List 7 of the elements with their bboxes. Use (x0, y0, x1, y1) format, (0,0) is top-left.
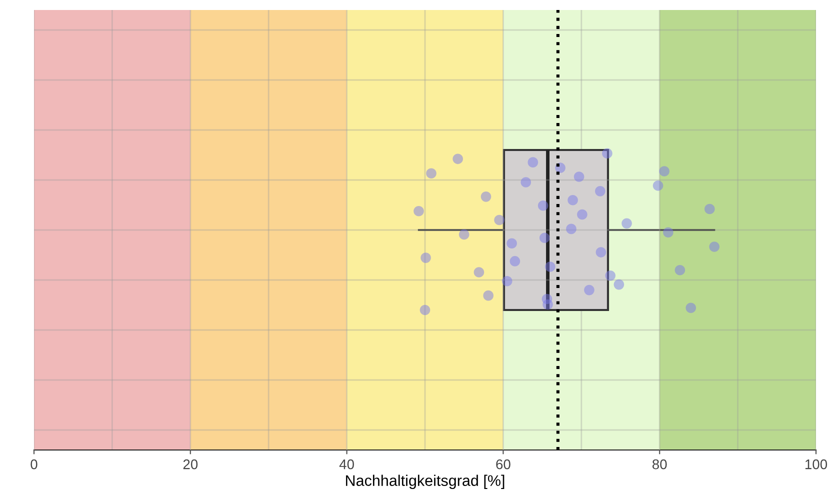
x-tick-label: 100 (805, 459, 828, 470)
x-axis-title: Nachhaltigkeitsgrad [%] (346, 474, 504, 489)
x-tick-label: 80 (652, 459, 667, 470)
x-tick-label: 20 (183, 459, 198, 470)
x-tick-label: 60 (496, 459, 510, 470)
x-tick-label: 40 (339, 459, 354, 470)
x-tick-label: 0 (30, 459, 38, 470)
